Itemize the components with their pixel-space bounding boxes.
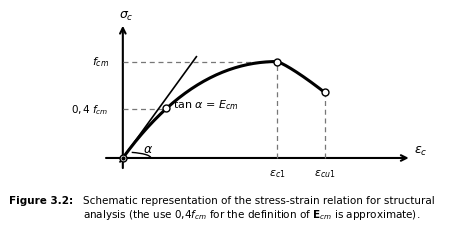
Text: $\varepsilon_{c1}$: $\varepsilon_{c1}$ bbox=[269, 167, 285, 179]
Text: tan $\alpha$ = $E_{cm}$: tan $\alpha$ = $E_{cm}$ bbox=[173, 98, 239, 112]
Text: $\alpha$: $\alpha$ bbox=[143, 143, 153, 156]
Text: $\sigma_c$: $\sigma_c$ bbox=[118, 10, 133, 22]
Text: $0,4\;f_{cm}$: $0,4\;f_{cm}$ bbox=[71, 103, 109, 117]
Text: Schematic representation of the stress-strain relation for structural
analysis (: Schematic representation of the stress-s… bbox=[83, 195, 435, 221]
Text: $\varepsilon_c$: $\varepsilon_c$ bbox=[414, 144, 428, 157]
Text: Figure 3.2:: Figure 3.2: bbox=[9, 195, 73, 205]
Text: $\varepsilon_{cu1}$: $\varepsilon_{cu1}$ bbox=[314, 167, 336, 179]
Text: $f_{cm}$: $f_{cm}$ bbox=[91, 56, 109, 69]
